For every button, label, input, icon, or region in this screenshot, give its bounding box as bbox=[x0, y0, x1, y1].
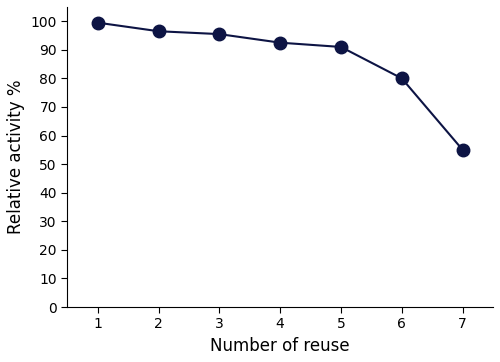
X-axis label: Number of reuse: Number of reuse bbox=[210, 337, 350, 355]
Y-axis label: Relative activity %: Relative activity % bbox=[7, 80, 25, 234]
